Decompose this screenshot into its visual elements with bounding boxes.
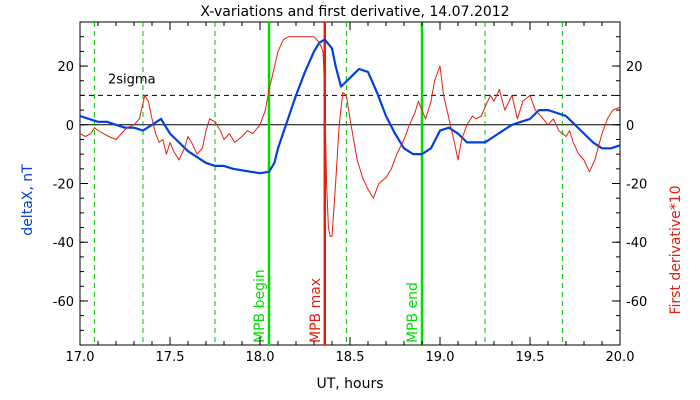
x-tick-label-3: 18.5 <box>336 350 365 365</box>
sigma-label: 2sigma <box>108 72 156 87</box>
x-tick-label-2: 18.0 <box>246 350 275 365</box>
x-tick-label-5: 19.5 <box>516 350 545 365</box>
y-tick-label-left-1: 0 <box>66 119 74 134</box>
left-axis-label: deltaX, nT <box>20 164 36 236</box>
right-axis-label: First derivative*10 <box>668 185 684 314</box>
plot-frame <box>79 21 621 346</box>
chart-title: X-variations and first derivative, 14.07… <box>200 4 509 20</box>
y-tick-label-right-4: -60 <box>626 295 647 310</box>
y-tick-label-left-0: 20 <box>57 60 74 75</box>
y-tick-label-right-0: 20 <box>626 60 643 75</box>
derivative-series-line <box>79 36 621 237</box>
x-tick-label-0: 17.0 <box>66 350 95 365</box>
mpb-label-1: MPB max <box>308 278 324 343</box>
vertical-markers: MPB begin MPB max MPB end <box>93 22 563 345</box>
mpb-label-2: MPB end <box>405 282 421 343</box>
y-tick-label-left-2: -20 <box>53 178 74 193</box>
x-tick-label-6: 20.0 <box>606 350 635 365</box>
y-tick-label-right-1: 0 <box>626 119 634 134</box>
y-tick-label-right-2: -20 <box>626 178 647 193</box>
y-tick-label-right-3: -40 <box>626 236 647 251</box>
series-layer <box>79 36 621 237</box>
mpb-label-0: MPB begin <box>252 269 268 343</box>
y-tick-label-left-4: -60 <box>53 295 74 310</box>
deltax-series-line <box>79 38 621 175</box>
x-tick-label-4: 19.0 <box>426 350 455 365</box>
y-tick-label-left-3: -40 <box>53 236 74 251</box>
ticks: 17.0 17.5 18.0 18.5 19.0 19.5 20.0 20 20 0 0 -20 -20… <box>53 22 647 365</box>
x-axis-label: UT, hours <box>316 376 383 392</box>
x-tick-label-1: 17.5 <box>156 350 185 365</box>
